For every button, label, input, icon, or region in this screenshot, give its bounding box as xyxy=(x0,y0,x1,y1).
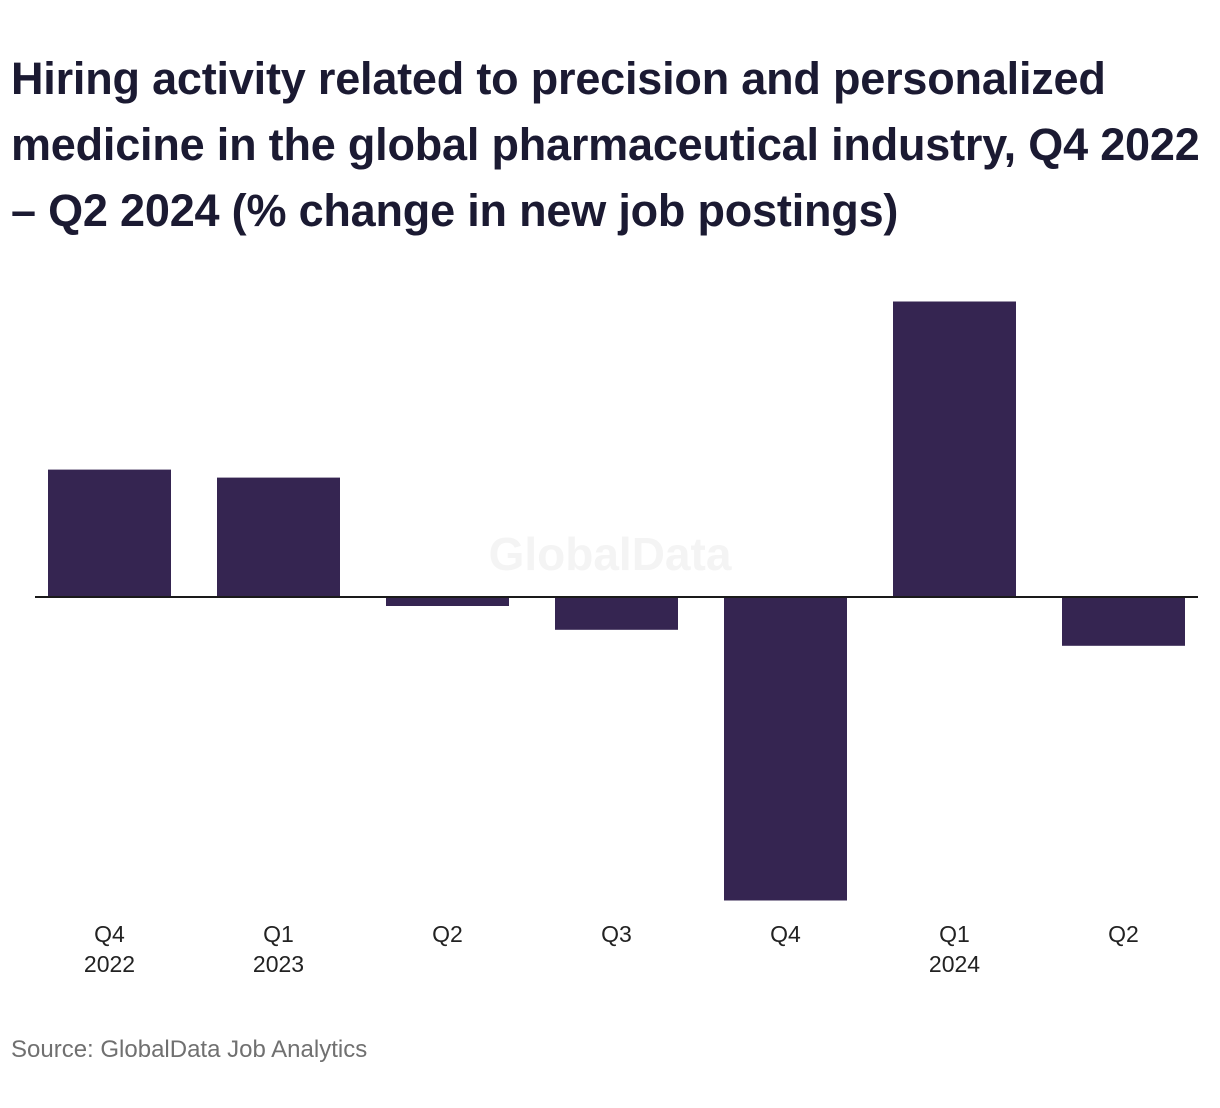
x-tick-label-1: Q4 xyxy=(94,921,125,947)
bar-1 xyxy=(48,469,171,597)
x-tick-year-label-2: 2023 xyxy=(253,951,304,977)
x-tick-year-label-6: 2024 xyxy=(929,951,980,977)
x-tick-label-5: Q4 xyxy=(770,921,801,947)
x-axis-labels: Q4 2022 Q1 2023 Q2 Q3 Q4 Q1 2024 Q2 xyxy=(84,921,1139,977)
bar-3 xyxy=(386,597,509,606)
x-tick-label-2: Q1 xyxy=(263,921,294,947)
x-tick-label-3: Q2 xyxy=(432,921,463,947)
chart-title: Hiring activity related to precision and… xyxy=(11,53,1200,236)
x-tick-label-4: Q3 xyxy=(601,921,632,947)
bar-2 xyxy=(217,477,340,597)
bar-6 xyxy=(893,301,1016,597)
x-tick-year-label-1: 2022 xyxy=(84,951,135,977)
bar-7 xyxy=(1062,597,1185,646)
source-note: Source: GlobalData Job Analytics xyxy=(11,1036,368,1063)
x-tick-label-7: Q2 xyxy=(1108,921,1139,947)
bar-5 xyxy=(724,597,847,901)
x-tick-label-6: Q1 xyxy=(939,921,970,947)
bar-4 xyxy=(555,597,678,630)
bars-group xyxy=(48,301,1185,901)
watermark: GlobalData xyxy=(489,528,732,580)
